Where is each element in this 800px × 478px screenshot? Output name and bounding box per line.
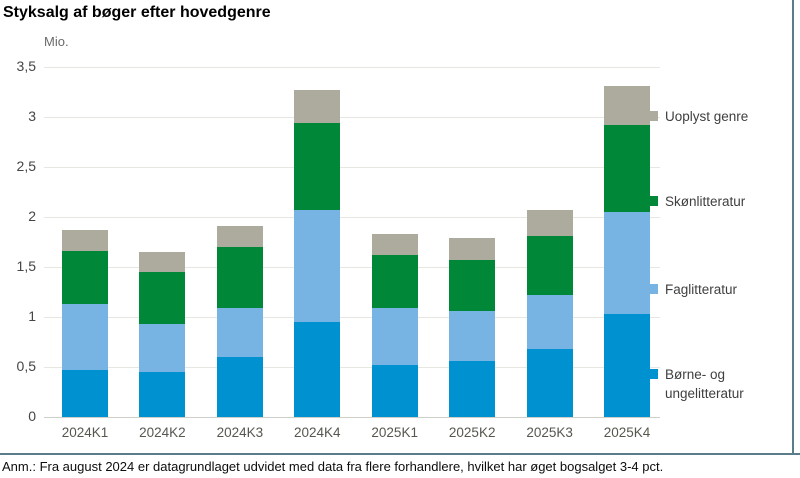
gridline [44, 117, 660, 118]
bar-segment [139, 252, 186, 272]
legend-label: Faglitteratur [665, 282, 738, 297]
bar-segment [449, 311, 496, 361]
bar-segment [294, 123, 341, 210]
figure-bottom-rule [0, 453, 800, 455]
gridline [44, 367, 660, 368]
gridline [44, 167, 660, 168]
legend-item: Uoplyst genre [648, 107, 748, 126]
x-axis-label: 2024K4 [294, 425, 341, 440]
y-tick-label: 3,5 [16, 58, 36, 74]
bar-segment [449, 238, 496, 260]
legend-label: Skønlitteratur [665, 194, 746, 209]
legend-swatch [648, 284, 658, 294]
y-tick-label: 2,5 [16, 158, 36, 174]
x-axis-label: 2025K3 [526, 425, 573, 440]
bar-segment [604, 314, 650, 417]
bar-segment [604, 86, 650, 125]
x-axis-label: 2024K1 [61, 425, 109, 440]
bar-segment [62, 370, 108, 417]
legend-item: Børne- og ungelitteratur [648, 365, 787, 403]
y-tick-label: 2 [28, 208, 36, 224]
y-axis-unit-label: Mio. [44, 34, 69, 49]
bar-segment [294, 210, 341, 322]
bar-segment [526, 236, 573, 295]
bar-segment [216, 357, 263, 417]
bar-segment [216, 308, 263, 357]
bar-segment [604, 212, 650, 314]
bar-segment [294, 322, 341, 417]
legend-label: Uoplyst genre [665, 109, 749, 124]
bar-segment [371, 308, 418, 365]
bar-segment [139, 272, 186, 324]
bar-segment [449, 361, 496, 417]
bar-segment [62, 304, 108, 370]
bar-segment [371, 365, 418, 417]
bar-segment [371, 255, 418, 308]
bar-segment [62, 230, 108, 251]
bar-segment [604, 125, 650, 212]
chart-legend: Uoplyst genre Skønlitteratur Faglitteratur… [648, 0, 798, 455]
x-axis-label: 2025K2 [448, 425, 496, 440]
legend-swatch [648, 369, 658, 379]
bar-segment [139, 324, 186, 372]
bar-segment [526, 295, 573, 349]
gridline [44, 217, 660, 218]
gridline [44, 417, 660, 418]
legend-swatch [648, 111, 658, 121]
chart-title: Styksalg af bøger efter hovedgenre [3, 4, 271, 21]
x-axis-label: 2024K2 [139, 425, 186, 440]
y-tick-label: 1,5 [16, 258, 36, 274]
bar-segment [62, 251, 108, 304]
y-tick-label: 1 [28, 308, 36, 324]
bar-segment [449, 260, 496, 311]
legend-item: Faglitteratur [648, 280, 737, 299]
legend-swatch [648, 196, 658, 206]
bar-segment [294, 90, 341, 123]
y-tick-label: 0 [28, 408, 36, 424]
x-axis-label: 2025K1 [371, 425, 418, 440]
gridline [44, 67, 660, 68]
bar-segment [216, 247, 263, 308]
legend-label: Børne- og ungelitteratur [665, 367, 744, 401]
legend-item: Skønlitteratur [648, 192, 745, 211]
y-tick-label: 0,5 [16, 358, 36, 374]
bar-segment [526, 210, 573, 236]
gridline [44, 267, 660, 268]
y-tick-label: 3 [28, 108, 36, 124]
bar-segment [139, 372, 186, 417]
figure-right-border [792, 0, 794, 455]
bar-segment [371, 234, 418, 255]
bar-segment [526, 349, 573, 417]
x-axis-label: 2025K4 [603, 425, 651, 440]
footnote: Anm.: Fra august 2024 er datagrundlaget … [2, 459, 664, 474]
bar-segment [216, 226, 263, 247]
x-axis-label: 2024K3 [216, 425, 264, 440]
gridline [44, 317, 660, 318]
